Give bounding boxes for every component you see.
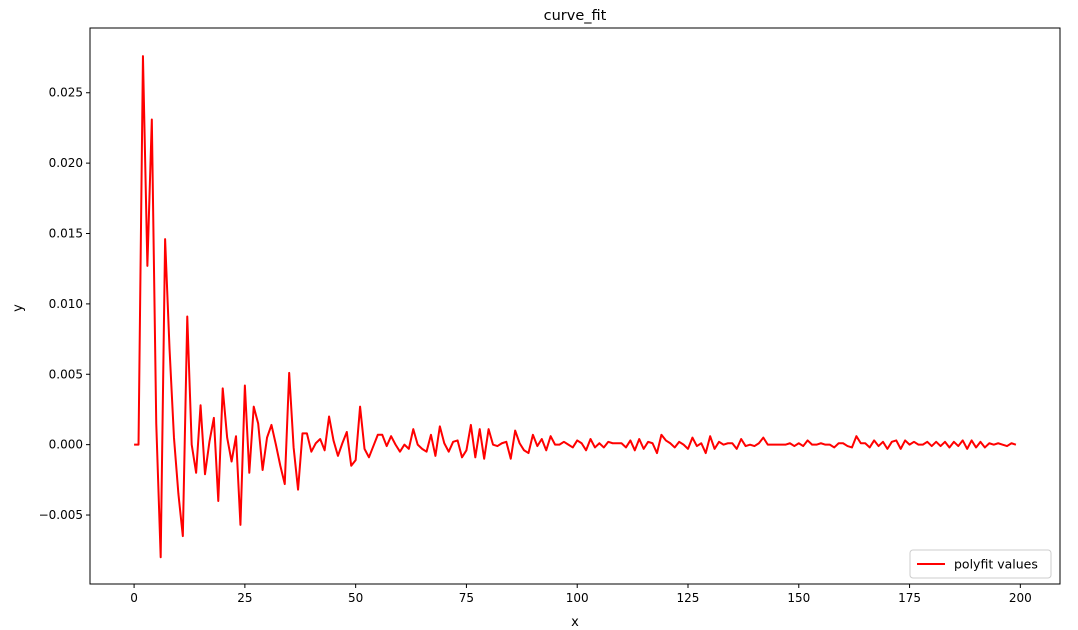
x-tick-label: 0 xyxy=(130,591,138,605)
y-tick-label: 0.010 xyxy=(49,297,83,311)
y-tick-label: 0.005 xyxy=(49,367,83,381)
x-tick-label: 100 xyxy=(566,591,589,605)
legend: polyfit values xyxy=(909,549,1052,579)
x-tick-label: 150 xyxy=(787,591,810,605)
plot-background xyxy=(90,28,1060,584)
axes-layer: 0 25 50 75 100 125 150 175 200 −0.005 0.000 0.005 0.… xyxy=(39,27,1061,605)
x-tick-label: 50 xyxy=(348,591,363,605)
x-axis-title: x xyxy=(571,615,579,630)
y-tick-label: 0.015 xyxy=(49,227,83,241)
x-tick-label: 25 xyxy=(237,591,252,605)
x-tick-label: 200 xyxy=(1009,591,1032,605)
legend-label: polyfit values xyxy=(954,557,1038,572)
y-tick-label: 0.000 xyxy=(49,438,83,452)
x-tick-label: 75 xyxy=(459,591,474,605)
line-layer xyxy=(134,55,1017,559)
y-axis-title: y xyxy=(11,304,26,312)
y-tick-label: 0.020 xyxy=(49,156,83,170)
series-line-0 xyxy=(134,55,1017,559)
axes-frame xyxy=(89,27,1061,585)
chart-title: curve_fit xyxy=(544,8,607,24)
y-tick-label: −0.005 xyxy=(39,508,83,522)
y-tick-label: 0.025 xyxy=(49,86,83,100)
plot-area xyxy=(90,28,1060,584)
x-tick-label: 175 xyxy=(898,591,921,605)
x-tick-label: 125 xyxy=(677,591,700,605)
legend-box xyxy=(909,549,1052,579)
